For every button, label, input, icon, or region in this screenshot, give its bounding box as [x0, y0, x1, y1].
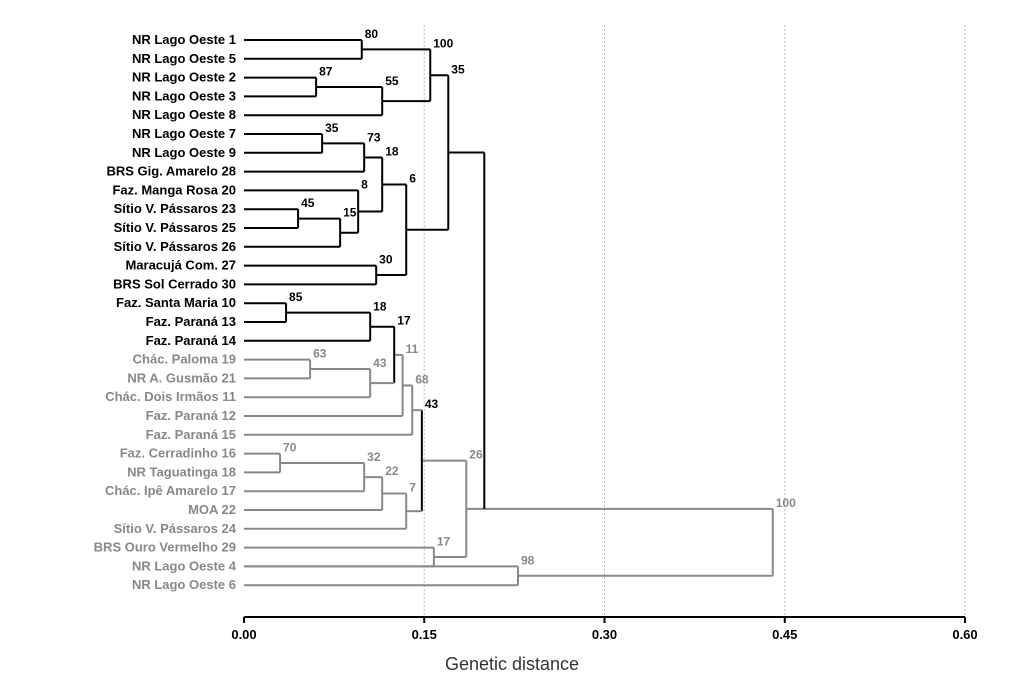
bootstrap-value: 100	[776, 496, 796, 510]
leaf-label: NR Lago Oeste 5	[132, 51, 236, 66]
leaf-label: Chác. Dois Irmãos 11	[105, 389, 236, 404]
x-tick-label: 0.15	[412, 627, 437, 642]
dendrogram-tree	[244, 40, 773, 585]
x-tick-label: 0.00	[231, 627, 256, 642]
x-tick-label: 0.30	[592, 627, 617, 642]
bootstrap-value: 43	[425, 397, 439, 411]
bootstrap-value: 30	[379, 253, 393, 267]
leaf-label: BRS Ouro Vermelho 29	[94, 540, 236, 555]
leaf-label: Sítio V. Pássaros 25	[114, 220, 236, 235]
bootstrap-value: 63	[313, 347, 327, 361]
x-tick-label: 0.45	[772, 627, 797, 642]
bootstrap-value: 43	[373, 356, 387, 370]
bootstrap-value: 32	[367, 450, 381, 464]
bootstrap-value: 73	[367, 130, 381, 144]
leaf-label: Sítio V. Pássaros 26	[114, 239, 236, 254]
x-axis-title: Genetic distance	[445, 654, 579, 674]
leaf-label: BRS Gig. Amarelo 28	[106, 164, 236, 179]
leaf-label: Maracujá Com. 27	[125, 258, 236, 273]
leaf-label: NR Lago Oeste 7	[132, 126, 236, 141]
leaf-label: BRS Sol Cerrado 30	[113, 276, 236, 291]
bootstrap-value: 45	[301, 196, 315, 210]
leaf-label: NR Lago Oeste 4	[132, 558, 237, 573]
leaf-label: NR Taguatinga 18	[127, 464, 236, 479]
bootstrap-value: 15	[343, 206, 357, 220]
bootstrap-value: 8	[361, 177, 368, 191]
bootstrap-value: 18	[373, 300, 387, 314]
bootstrap-value: 70	[283, 441, 297, 455]
bootstrap-value: 6	[409, 172, 416, 186]
leaf-label: MOA 22	[188, 502, 236, 517]
bootstrap-value: 18	[385, 145, 399, 159]
bootstrap-value: 17	[437, 535, 451, 549]
leaf-label: NR Lago Oeste 1	[132, 32, 236, 47]
leaf-label: Chác. Paloma 19	[133, 352, 236, 367]
bootstrap-labels: 80 87 55 100 35 73 45 15 8 18 30 6 35 85 18 63 43 17 11 68 7…	[283, 27, 796, 567]
leaf-label: Faz. Paraná 15	[146, 427, 236, 442]
bootstrap-value: 98	[521, 553, 535, 567]
leaf-label: Faz. Santa Maria 10	[116, 295, 236, 310]
leaf-label: Faz. Paraná 14	[146, 333, 237, 348]
bootstrap-value: 85	[289, 290, 303, 304]
leaf-label: NR Lago Oeste 2	[132, 70, 236, 85]
leaf-label: Sítio V. Pássaros 23	[114, 201, 236, 216]
bootstrap-value: 35	[451, 62, 465, 76]
leaf-label: Faz. Cerradinho 16	[120, 446, 236, 461]
leaf-labels: NR Lago Oeste 1 NR Lago Oeste 5 NR Lago Oe…	[94, 32, 237, 592]
bootstrap-value: 87	[319, 65, 333, 79]
bootstrap-value: 68	[415, 372, 429, 386]
leaf-label: NR Lago Oeste 3	[132, 88, 236, 103]
bootstrap-value: 26	[469, 448, 483, 462]
leaf-label: Chác. Ipê Amarelo 17	[105, 483, 236, 498]
bootstrap-value: 55	[385, 74, 399, 88]
leaf-label: NR A. Gusmão 21	[127, 370, 236, 385]
bootstrap-value: 11	[406, 342, 419, 356]
leaf-label: Faz. Manga Rosa 20	[112, 182, 236, 197]
bootstrap-value: 100	[433, 36, 453, 50]
leaf-label: Sítio V. Pássaros 24	[114, 521, 237, 536]
bootstrap-value: 80	[365, 27, 379, 41]
x-axis: 0.00 0.15 0.30 0.45 0.60	[231, 617, 977, 642]
bootstrap-value: 7	[409, 481, 416, 495]
bootstrap-value: 17	[397, 314, 411, 328]
bootstrap-value: 35	[325, 121, 339, 135]
leaf-label: Faz. Paraná 12	[146, 408, 236, 423]
grid-lines	[424, 25, 965, 617]
leaf-label: NR Lago Oeste 9	[132, 145, 236, 160]
leaf-label: Faz. Paraná 13	[146, 314, 236, 329]
leaf-label: NR Lago Oeste 6	[132, 577, 236, 592]
dendrogram-chart: NR Lago Oeste 1 NR Lago Oeste 5 NR Lago Oe…	[0, 0, 1024, 679]
x-tick-label: 0.60	[952, 627, 977, 642]
bootstrap-value: 22	[385, 464, 399, 478]
leaf-label: NR Lago Oeste 8	[132, 107, 236, 122]
